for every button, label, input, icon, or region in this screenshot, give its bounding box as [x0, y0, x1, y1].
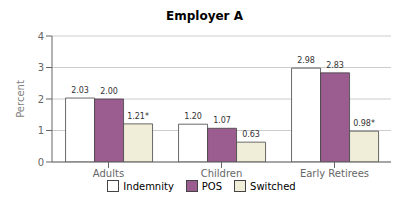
svg-text:2.00: 2.00 — [100, 87, 118, 96]
html-text:Employer A: Employer A — [166, 9, 243, 23]
svg-text:1.20: 1.20 — [184, 112, 202, 121]
svg-text:Children: Children — [201, 168, 243, 179]
svg-text:0: 0 — [38, 157, 44, 168]
svg-text:2: 2 — [38, 94, 44, 105]
svg-text:4: 4 — [38, 31, 44, 42]
svg-text:Percent: Percent — [15, 80, 26, 118]
svg-text:Early Retirees: Early Retirees — [300, 168, 369, 179]
svg-text:0.98*: 0.98* — [353, 119, 375, 128]
svg-text:1.07: 1.07 — [213, 116, 231, 125]
svg-text:3: 3 — [38, 62, 44, 73]
svg-text:2.03: 2.03 — [71, 86, 89, 95]
svg-text:2.83: 2.83 — [326, 61, 344, 70]
svg-text:1: 1 — [38, 125, 44, 136]
html-text:POS: POS — [201, 180, 223, 192]
svg-text:1.21*: 1.21* — [127, 112, 149, 121]
svg-text:0.63: 0.63 — [242, 130, 260, 139]
svg-text:2.98: 2.98 — [297, 56, 315, 65]
html-text:Switched: Switched — [250, 180, 296, 192]
svg-text:Adults: Adults — [93, 168, 124, 179]
html-text:Indemnity: Indemnity — [123, 180, 174, 192]
